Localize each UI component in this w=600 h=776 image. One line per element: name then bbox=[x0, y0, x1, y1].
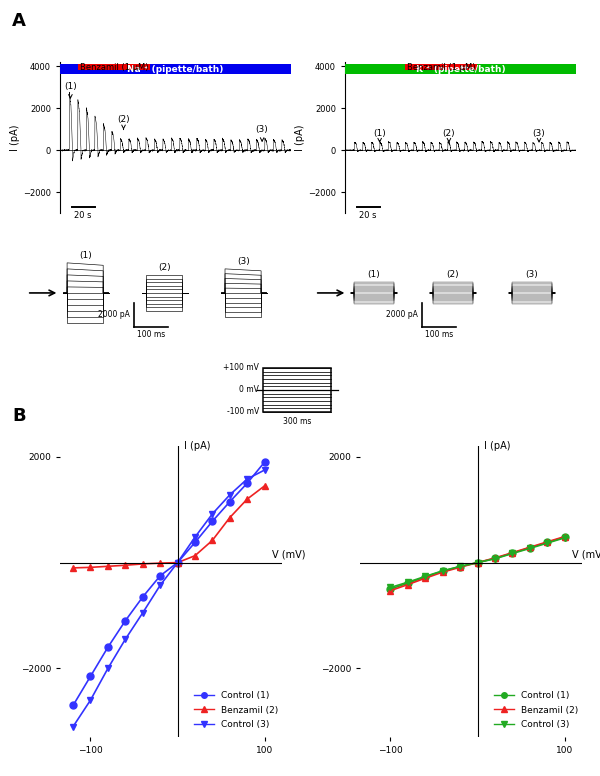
Text: I (pA): I (pA) bbox=[484, 442, 511, 452]
FancyBboxPatch shape bbox=[60, 64, 291, 74]
Legend: Control (1), Benzamil (2), Control (3): Control (1), Benzamil (2), Control (3) bbox=[490, 688, 582, 733]
Text: (2): (2) bbox=[446, 270, 460, 279]
Text: 20 s: 20 s bbox=[74, 211, 92, 220]
FancyBboxPatch shape bbox=[79, 64, 150, 70]
Text: 20 s: 20 s bbox=[359, 211, 377, 220]
Text: Na ⁺ (pipette/bath): Na ⁺ (pipette/bath) bbox=[127, 64, 224, 74]
Text: (1): (1) bbox=[373, 129, 386, 142]
Y-axis label: I (pA): I (pA) bbox=[10, 124, 20, 151]
Text: Benzamil (1 μM): Benzamil (1 μM) bbox=[80, 63, 149, 71]
Text: (2): (2) bbox=[117, 115, 130, 130]
Legend: Control (1), Benzamil (2), Control (3): Control (1), Benzamil (2), Control (3) bbox=[190, 688, 282, 733]
Text: 100 ms: 100 ms bbox=[137, 331, 165, 339]
Text: V (mV): V (mV) bbox=[572, 550, 600, 560]
Text: V (mV): V (mV) bbox=[272, 550, 305, 560]
Text: (3): (3) bbox=[526, 270, 538, 279]
Text: B: B bbox=[12, 407, 26, 425]
Text: (3): (3) bbox=[238, 257, 250, 266]
Y-axis label: I (pA): I (pA) bbox=[295, 124, 305, 151]
Text: (3): (3) bbox=[256, 126, 269, 141]
Text: -100 mV: -100 mV bbox=[227, 407, 259, 417]
Text: 2000 pA: 2000 pA bbox=[98, 310, 130, 319]
Text: (2): (2) bbox=[158, 263, 172, 272]
FancyBboxPatch shape bbox=[405, 64, 476, 70]
Text: (1): (1) bbox=[80, 251, 92, 260]
Text: +100 mV: +100 mV bbox=[223, 363, 259, 372]
Text: 100 ms: 100 ms bbox=[425, 331, 453, 339]
Text: (1): (1) bbox=[368, 270, 380, 279]
Text: (3): (3) bbox=[533, 129, 545, 142]
Text: Benzamil (1 μM): Benzamil (1 μM) bbox=[407, 63, 475, 71]
Text: K ⁺ (pipette/bath): K ⁺ (pipette/bath) bbox=[416, 64, 505, 74]
FancyBboxPatch shape bbox=[345, 64, 576, 74]
Bar bbox=[263, 368, 331, 412]
Text: (1): (1) bbox=[64, 82, 77, 98]
Text: (2): (2) bbox=[443, 129, 455, 142]
Text: I (pA): I (pA) bbox=[184, 442, 211, 452]
Text: 2000 pA: 2000 pA bbox=[386, 310, 418, 319]
Text: 300 ms: 300 ms bbox=[283, 417, 311, 426]
Text: 0 mV: 0 mV bbox=[239, 386, 259, 394]
Text: A: A bbox=[12, 12, 26, 29]
